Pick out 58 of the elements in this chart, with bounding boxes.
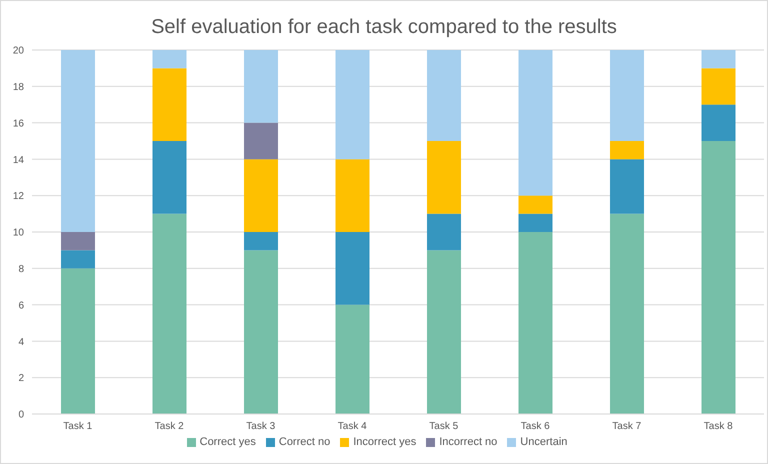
bar <box>518 50 552 196</box>
bar <box>336 159 370 232</box>
bar <box>244 250 278 414</box>
bar <box>702 50 736 68</box>
y-tick-label: 20 <box>12 46 24 57</box>
x-tick-label: Task 5 <box>429 421 459 432</box>
bar <box>61 232 95 250</box>
bar <box>610 50 644 141</box>
bar <box>610 141 644 160</box>
bar <box>427 214 461 250</box>
bar <box>244 159 278 232</box>
bar <box>518 232 552 414</box>
bar <box>518 214 552 232</box>
legend-label: Incorrect yes <box>353 436 416 448</box>
legend-label: Incorrect no <box>439 436 498 448</box>
bar <box>244 122 278 160</box>
x-tick-label: Task 7 <box>612 421 642 432</box>
legend-label: Uncertain <box>520 436 568 448</box>
x-tick-label: Task 2 <box>154 421 184 432</box>
y-tick-label: 8 <box>18 264 24 275</box>
bar <box>61 50 95 232</box>
bar <box>244 50 278 123</box>
x-tick-label: Task 8 <box>704 421 734 432</box>
bar <box>336 232 370 305</box>
x-tick-label: Task 3 <box>246 421 276 432</box>
bar <box>702 141 736 414</box>
y-tick-label: 4 <box>18 336 24 348</box>
bar <box>244 232 278 250</box>
y-tick-label: 2 <box>18 373 24 384</box>
y-tick-label: 18 <box>12 82 24 93</box>
x-tick-label: Task 4 <box>338 421 368 432</box>
y-tick-label: 16 <box>12 118 24 130</box>
y-tick-label: 6 <box>18 300 24 312</box>
legend-label: Correct yes <box>200 436 256 448</box>
x-tick-label: Task 6 <box>520 421 550 432</box>
bar <box>427 50 461 141</box>
chart-title: Self evaluation for each task compared to the results <box>150 16 618 39</box>
bar <box>61 268 95 414</box>
bar <box>152 141 186 214</box>
y-tick-label: 0 <box>18 410 24 421</box>
bar <box>61 250 95 268</box>
bar <box>336 50 370 160</box>
bar <box>427 141 461 214</box>
bar <box>152 68 186 141</box>
bar <box>336 304 370 414</box>
y-tick-label: 12 <box>12 191 24 202</box>
bar <box>610 214 644 414</box>
bar <box>702 104 736 141</box>
bar <box>518 196 552 214</box>
bar <box>610 159 644 214</box>
bar <box>702 68 736 105</box>
bar <box>152 214 186 414</box>
bar <box>427 250 461 414</box>
x-tick-label: Task 1 <box>63 421 93 432</box>
y-tick-label: 10 <box>12 228 24 239</box>
bar <box>152 50 186 68</box>
legend-label: Correct no <box>278 436 330 448</box>
y-tick-label: 14 <box>12 154 24 166</box>
